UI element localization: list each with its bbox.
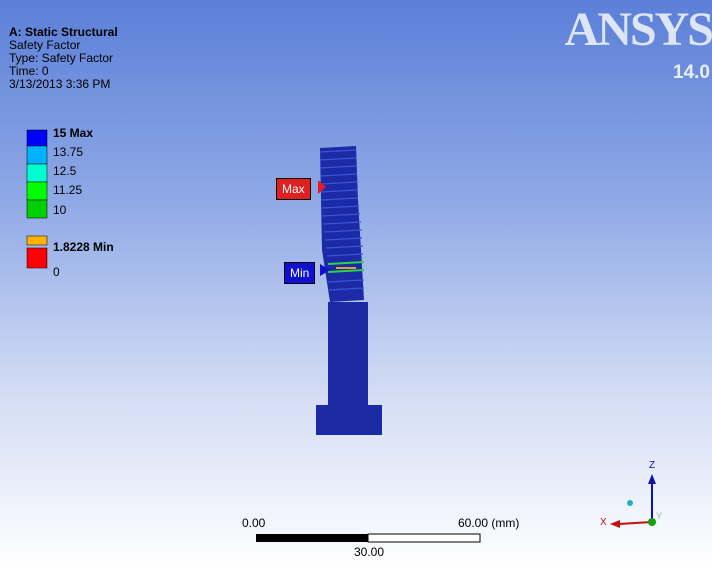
legend-band	[27, 164, 47, 182]
version: 14.0	[673, 62, 710, 84]
triad-z: Z	[649, 459, 655, 472]
min-probe: Min	[284, 262, 315, 284]
graphics-viewport: A: Static Structural Safety Factor Type:…	[0, 0, 712, 571]
triad-y: Y	[656, 510, 662, 523]
legend-band	[27, 248, 47, 268]
legend-band	[27, 130, 47, 146]
legend-label: 15 Max	[53, 127, 93, 140]
legend-band	[27, 146, 47, 164]
axis-triad	[610, 474, 656, 528]
legend-label: 11.25	[53, 184, 82, 197]
legend-label: 10	[53, 204, 66, 217]
legend-label: 0	[53, 266, 60, 279]
scale-start: 0.00	[242, 517, 265, 530]
max-probe: Max	[276, 178, 311, 200]
bolt-model	[316, 146, 382, 435]
info-line: 3/13/2013 3:36 PM	[9, 78, 110, 91]
logo: ANSYS	[565, 6, 712, 54]
legend-band	[27, 182, 47, 200]
legend-band	[27, 200, 47, 218]
legend-label: 1.8228 Min	[53, 241, 114, 254]
scale-middle: 30.00	[354, 546, 384, 559]
scale-bar-white	[368, 534, 480, 542]
triad-x: X	[600, 516, 607, 529]
scale-bar-black	[256, 534, 368, 542]
scale-end: 60.00 (mm)	[458, 517, 519, 530]
legend-label: 12.5	[53, 165, 76, 178]
legend-band	[27, 236, 47, 245]
legend-label: 13.75	[53, 146, 83, 159]
